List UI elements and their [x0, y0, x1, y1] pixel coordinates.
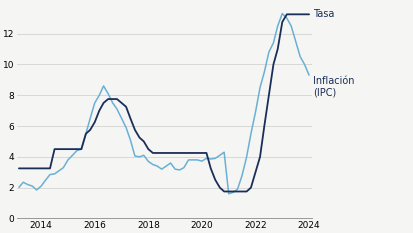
Text: Tasa: Tasa [313, 9, 334, 19]
Text: Inflación
(IPC): Inflación (IPC) [313, 76, 354, 98]
